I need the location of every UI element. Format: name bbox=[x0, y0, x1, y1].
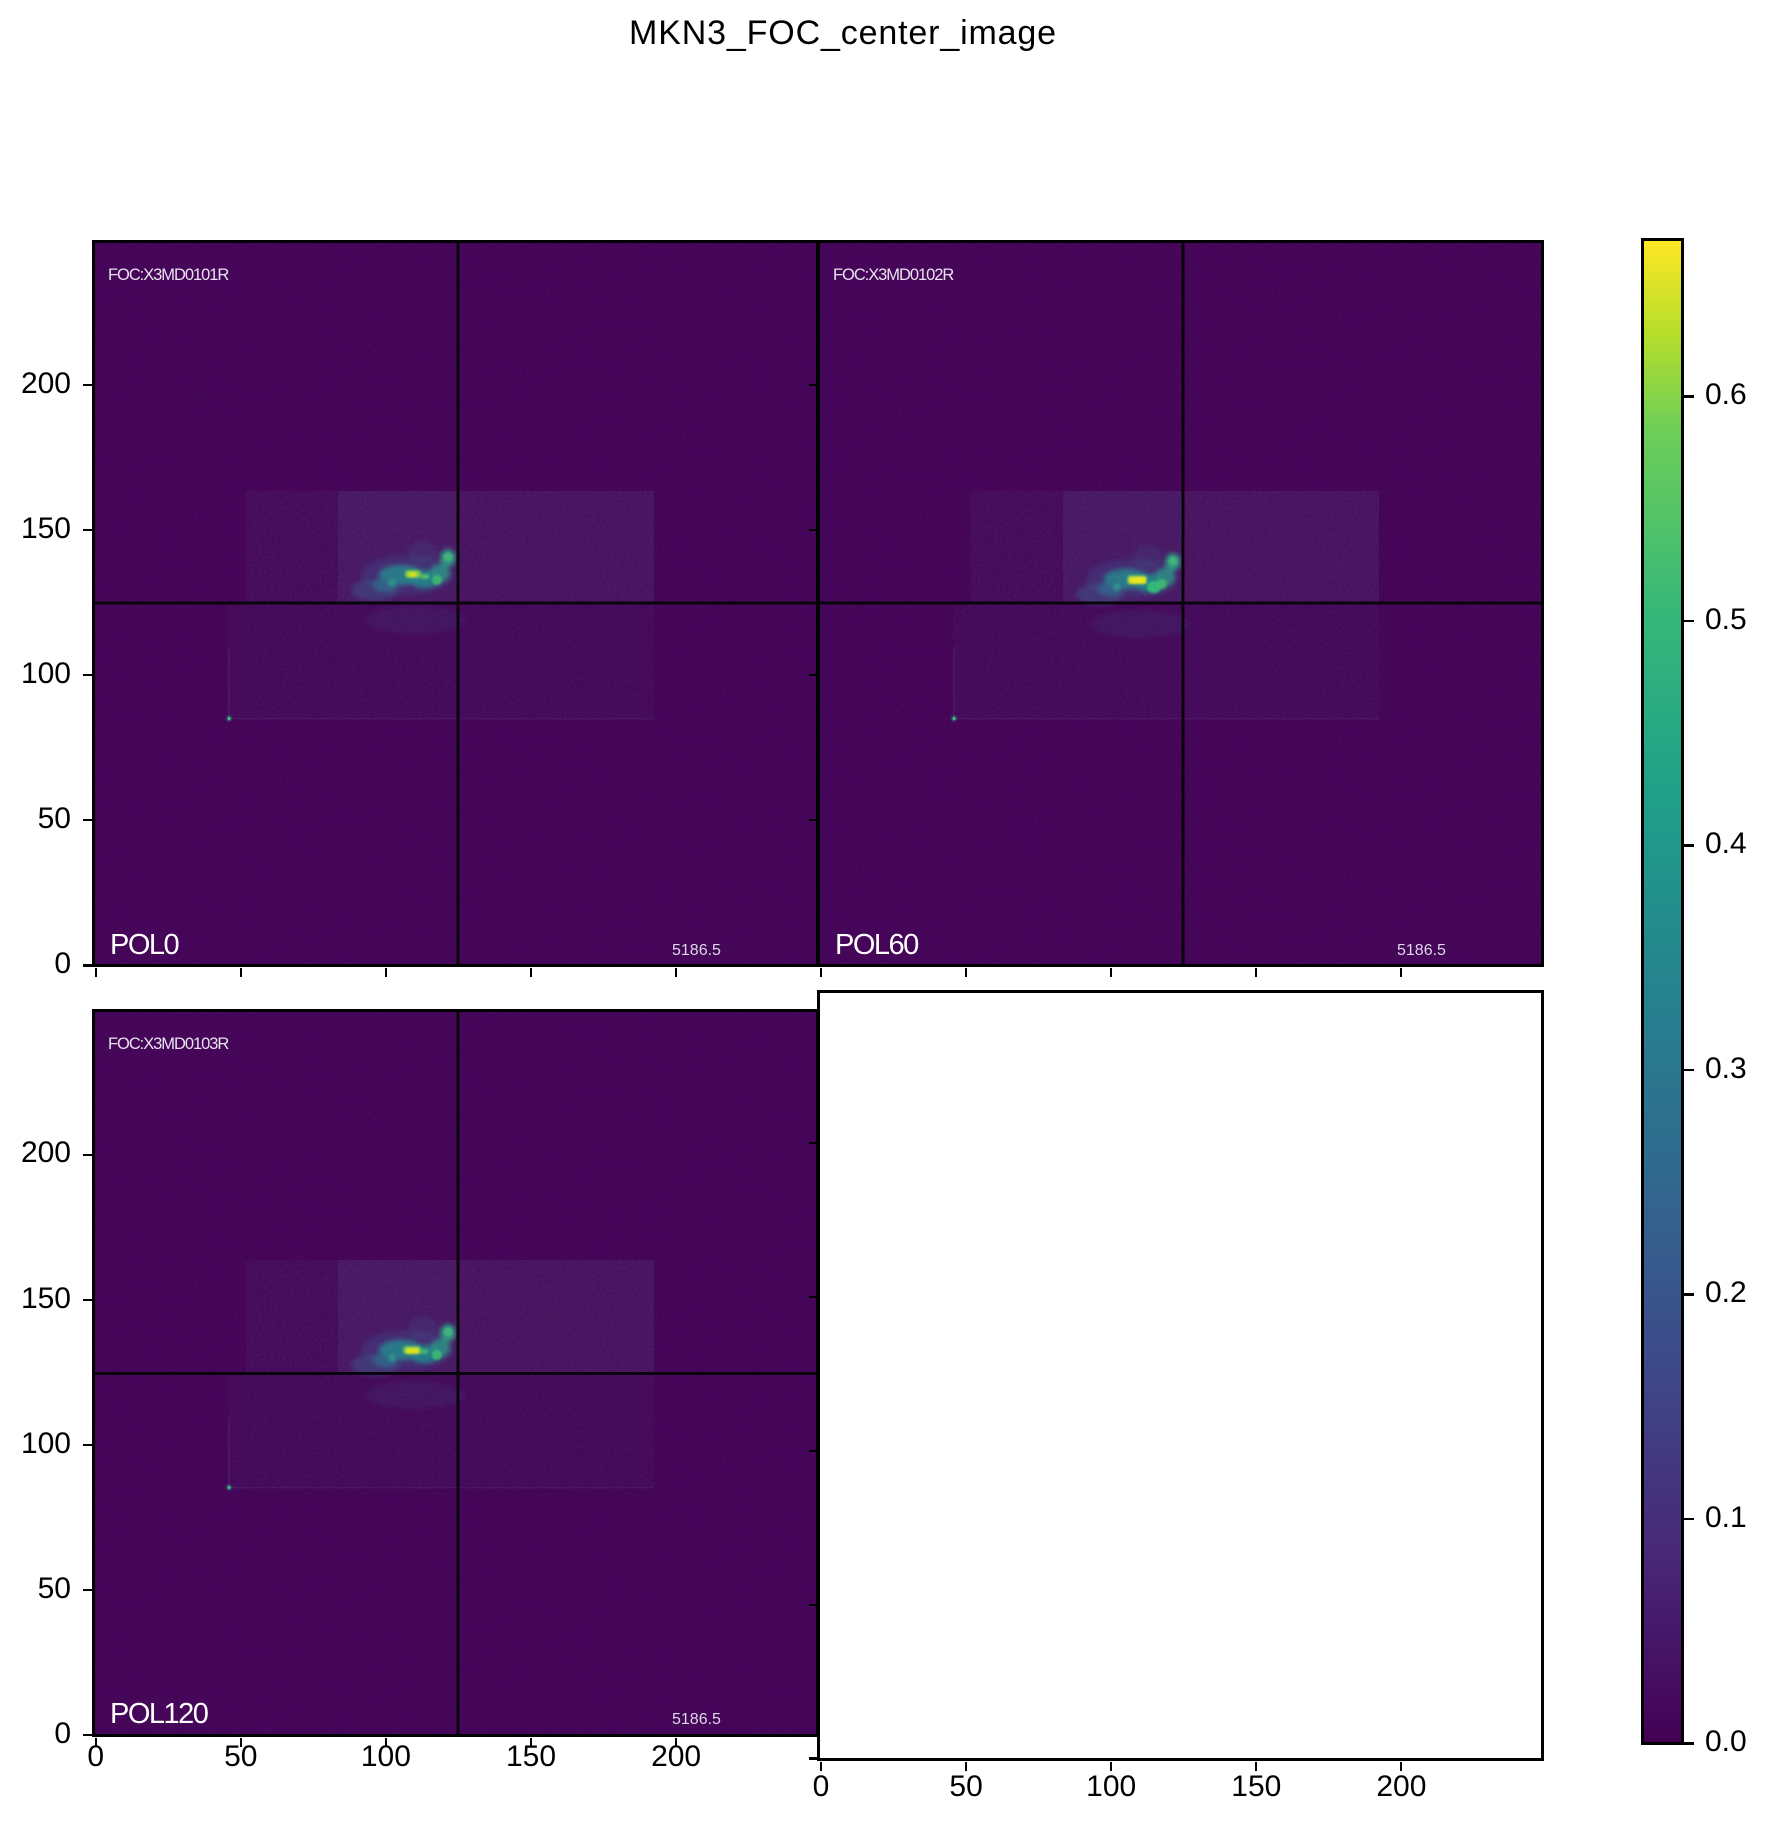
svg-text:FOC:X3MD0102R: FOC:X3MD0102R bbox=[833, 266, 954, 284]
svg-text:POL0: POL0 bbox=[110, 929, 179, 961]
svg-text:POL120: POL120 bbox=[110, 1698, 208, 1730]
svg-text:5186.5: 5186.5 bbox=[672, 1711, 721, 1728]
svg-text:5186.5: 5186.5 bbox=[672, 942, 721, 959]
svg-text:FOC:X3MD0103R: FOC:X3MD0103R bbox=[108, 1035, 229, 1053]
svg-text:POL60: POL60 bbox=[835, 929, 918, 961]
svg-text:FOC:X3MD0101R: FOC:X3MD0101R bbox=[108, 266, 229, 284]
svg-text:5186.5: 5186.5 bbox=[1397, 942, 1446, 959]
